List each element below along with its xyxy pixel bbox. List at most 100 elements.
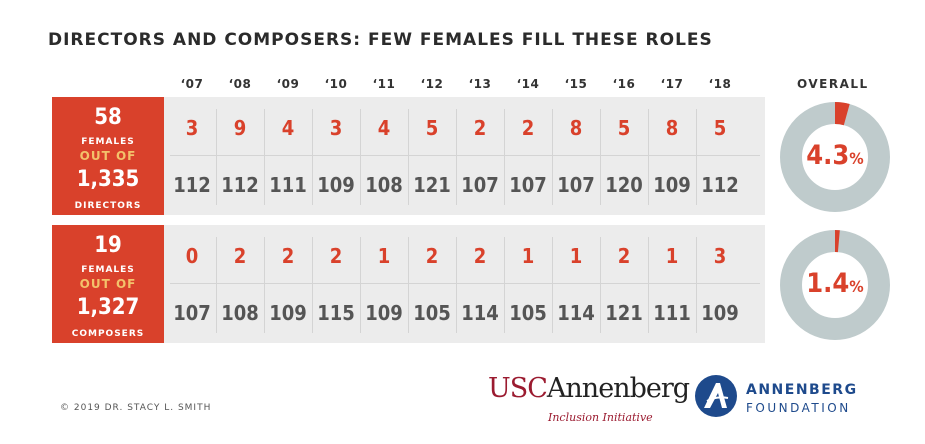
total-count-cell: 109 xyxy=(269,301,307,325)
composers-overall-value: 1.4% xyxy=(775,268,895,299)
composers-summary-box: 19 FEMALES OUT OF 1,327 COMPOSERS xyxy=(52,225,164,343)
total-count-cell: 108 xyxy=(365,173,403,197)
female-count-cell: 8 xyxy=(665,116,679,140)
female-count-cell: 5 xyxy=(713,116,727,140)
year-label: ‘15 xyxy=(564,77,588,91)
total-count-cell: 111 xyxy=(653,301,691,325)
column-divider xyxy=(552,109,553,205)
column-divider xyxy=(264,237,265,333)
directors-total: 1,335 xyxy=(76,167,140,192)
total-count-cell: 112 xyxy=(221,173,259,197)
directors-overall-suffix: % xyxy=(849,149,864,168)
column-divider xyxy=(216,237,217,333)
composers-females-count: 19 xyxy=(94,233,122,258)
total-count-cell: 105 xyxy=(413,301,451,325)
female-count-cell: 5 xyxy=(617,116,631,140)
female-count-cell: 1 xyxy=(569,244,583,268)
female-count-cell: 8 xyxy=(569,116,583,140)
female-count-cell: 2 xyxy=(473,116,487,140)
total-count-cell: 121 xyxy=(413,173,451,197)
composers-out-of-label: OUT OF xyxy=(79,277,137,291)
column-divider xyxy=(312,109,313,205)
female-count-cell: 1 xyxy=(521,244,535,268)
total-count-cell: 109 xyxy=(317,173,355,197)
female-count-cell: 9 xyxy=(233,116,247,140)
composers-overall-donut xyxy=(780,230,890,340)
year-label: ‘09 xyxy=(276,77,300,91)
directors-role-label: DIRECTORS xyxy=(74,201,142,211)
total-count-cell: 107 xyxy=(509,173,547,197)
composers-females-label: FEMALES xyxy=(81,265,135,275)
column-divider xyxy=(408,109,409,205)
year-label: ‘13 xyxy=(468,77,492,91)
total-count-cell: 107 xyxy=(461,173,499,197)
annenberg-foundation-name: ANNENBERG xyxy=(746,382,858,398)
composers-total: 1,327 xyxy=(76,295,140,320)
year-label: ‘17 xyxy=(660,77,684,91)
directors-donut-share xyxy=(834,102,850,126)
female-count-cell: 4 xyxy=(281,116,295,140)
column-divider xyxy=(456,109,457,205)
annenberg-foundation-sub: FOUNDATION xyxy=(746,401,851,415)
year-label: ‘07 xyxy=(180,77,204,91)
composers-overall-number: 1.4 xyxy=(806,268,850,299)
total-count-cell: 114 xyxy=(461,301,499,325)
column-divider xyxy=(216,109,217,205)
column-divider xyxy=(552,237,553,333)
total-count-cell: 112 xyxy=(701,173,739,197)
total-count-cell: 107 xyxy=(173,301,211,325)
female-count-cell: 2 xyxy=(473,244,487,268)
directors-overall-donut xyxy=(780,102,890,212)
column-divider xyxy=(360,109,361,205)
column-divider xyxy=(504,109,505,205)
female-count-cell: 3 xyxy=(185,116,199,140)
column-divider xyxy=(696,109,697,205)
female-count-cell: 4 xyxy=(377,116,391,140)
column-divider xyxy=(648,237,649,333)
directors-females-label: FEMALES xyxy=(81,137,135,147)
total-count-cell: 111 xyxy=(269,173,307,197)
year-label: ‘16 xyxy=(612,77,636,91)
overall-label: OVERALL xyxy=(797,77,869,91)
total-count-cell: 120 xyxy=(605,173,643,197)
total-count-cell: 114 xyxy=(557,301,595,325)
female-count-cell: 2 xyxy=(617,244,631,268)
copyright-text: © 2019 DR. STACY L. SMITH xyxy=(60,403,212,413)
female-count-cell: 3 xyxy=(329,116,343,140)
column-divider xyxy=(504,237,505,333)
column-divider xyxy=(456,237,457,333)
female-count-cell: 2 xyxy=(425,244,439,268)
composers-role-label: COMPOSERS xyxy=(71,329,145,339)
total-count-cell: 105 xyxy=(509,301,547,325)
usc-inclusion-initiative: Inclusion Initiative xyxy=(548,411,653,424)
column-divider xyxy=(600,237,601,333)
column-divider xyxy=(408,237,409,333)
composers-overall-suffix: % xyxy=(849,277,864,296)
total-count-cell: 108 xyxy=(221,301,259,325)
chart-title: DIRECTORS AND COMPOSERS: FEW FEMALES FIL… xyxy=(48,30,713,50)
total-count-cell: 109 xyxy=(365,301,403,325)
row-divider xyxy=(170,283,760,284)
total-count-cell: 121 xyxy=(605,301,643,325)
directors-females-count: 58 xyxy=(94,105,122,130)
usc-annenberg-logo: USCAnnenberg xyxy=(488,373,690,404)
total-count-cell: 115 xyxy=(317,301,355,325)
year-label: ‘12 xyxy=(420,77,444,91)
column-divider xyxy=(696,237,697,333)
year-label: ‘08 xyxy=(228,77,252,91)
female-count-cell: 1 xyxy=(665,244,679,268)
total-count-cell: 112 xyxy=(173,173,211,197)
column-divider xyxy=(264,109,265,205)
row-divider xyxy=(170,155,760,156)
year-label: ‘10 xyxy=(324,77,348,91)
female-count-cell: 2 xyxy=(329,244,343,268)
female-count-cell: 1 xyxy=(377,244,391,268)
female-count-cell: 2 xyxy=(281,244,295,268)
directors-summary-box: 58 FEMALES OUT OF 1,335 DIRECTORS xyxy=(52,97,164,215)
year-label: ‘14 xyxy=(516,77,540,91)
female-count-cell: 2 xyxy=(233,244,247,268)
directors-out-of-label: OUT OF xyxy=(79,149,137,163)
total-count-cell: 109 xyxy=(653,173,691,197)
column-divider xyxy=(600,109,601,205)
total-count-cell: 109 xyxy=(701,301,739,325)
